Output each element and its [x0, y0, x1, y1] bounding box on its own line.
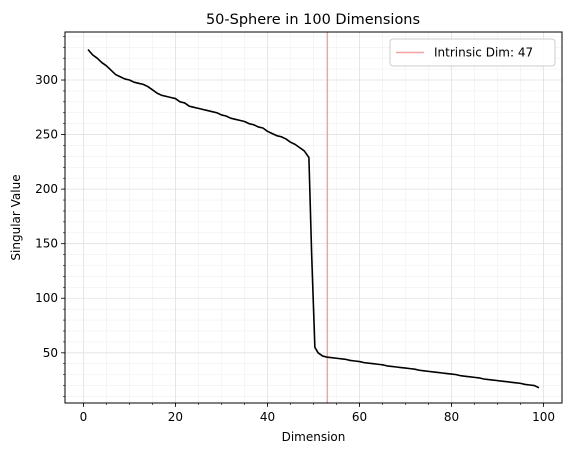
y-tick-label: 200 [35, 182, 58, 196]
y-tick-label: 300 [35, 73, 58, 87]
y-axis-label: Singular Value [9, 174, 23, 260]
x-axis-label: Dimension [282, 430, 346, 444]
series [87, 48, 540, 389]
y-tick-label: 100 [35, 291, 58, 305]
x-tick-label: 60 [352, 410, 367, 424]
legend-box [389, 38, 556, 67]
x-tick-label: 100 [532, 410, 555, 424]
legend-entry-intrinsic-dim: Intrinsic Dim: 47 [434, 46, 533, 60]
y-tick-label: 50 [43, 346, 58, 360]
grid [65, 32, 562, 403]
x-tick-label: 80 [444, 410, 459, 424]
axis-ticks: 0 20 40 60 80 100 50 100 150 200 250 300 [35, 36, 555, 424]
chart-title: 50-Sphere in 100 Dimensions [206, 12, 420, 28]
y-tick-label: 150 [35, 237, 58, 251]
legend: Intrinsic Dim: 47 [389, 38, 556, 67]
x-tick-label: 20 [168, 410, 183, 424]
x-tick-label: 0 [80, 410, 88, 424]
x-tick-label: 40 [260, 410, 275, 424]
y-tick-label: 250 [35, 128, 58, 142]
singular-value-line [87, 48, 540, 389]
